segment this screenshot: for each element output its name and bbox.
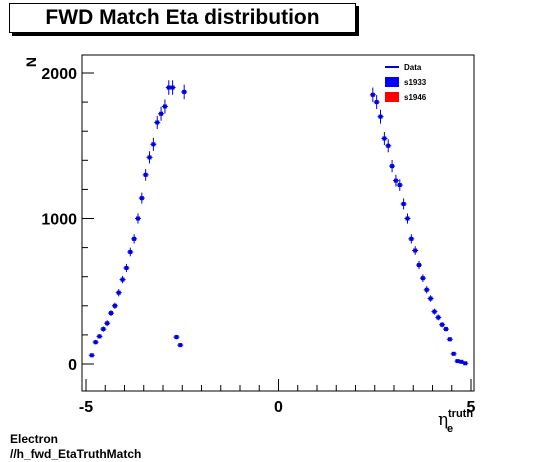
x-axis-label: η (438, 410, 448, 430)
legend-label: s1946 (404, 93, 427, 102)
x-tick-label: 5 (467, 399, 476, 416)
x-tick-label: 0 (274, 399, 283, 416)
footer-line-1: Electron (10, 432, 59, 446)
legend-s1933-box (385, 77, 399, 87)
x-axis-label-sub: e (447, 423, 453, 435)
y-tick-label: 1000 (41, 212, 77, 229)
title-box: FWD Match Eta distribution (9, 3, 356, 33)
footer-line-2: //h_fwd_EtaTruthMatch (10, 447, 142, 461)
legend-s1946-box (385, 92, 399, 102)
y-axis-label: N (23, 57, 39, 67)
plot-frame (81, 54, 475, 392)
legend-label: Data (404, 63, 422, 72)
chart-title: FWD Match Eta distribution (45, 6, 320, 29)
x-axis-label-sup: truth (448, 408, 473, 420)
x-tick-label: -5 (79, 399, 93, 416)
legend-label: s1933 (404, 78, 427, 87)
y-tick-label: 2000 (41, 66, 77, 83)
y-tick-label: 0 (68, 357, 77, 374)
